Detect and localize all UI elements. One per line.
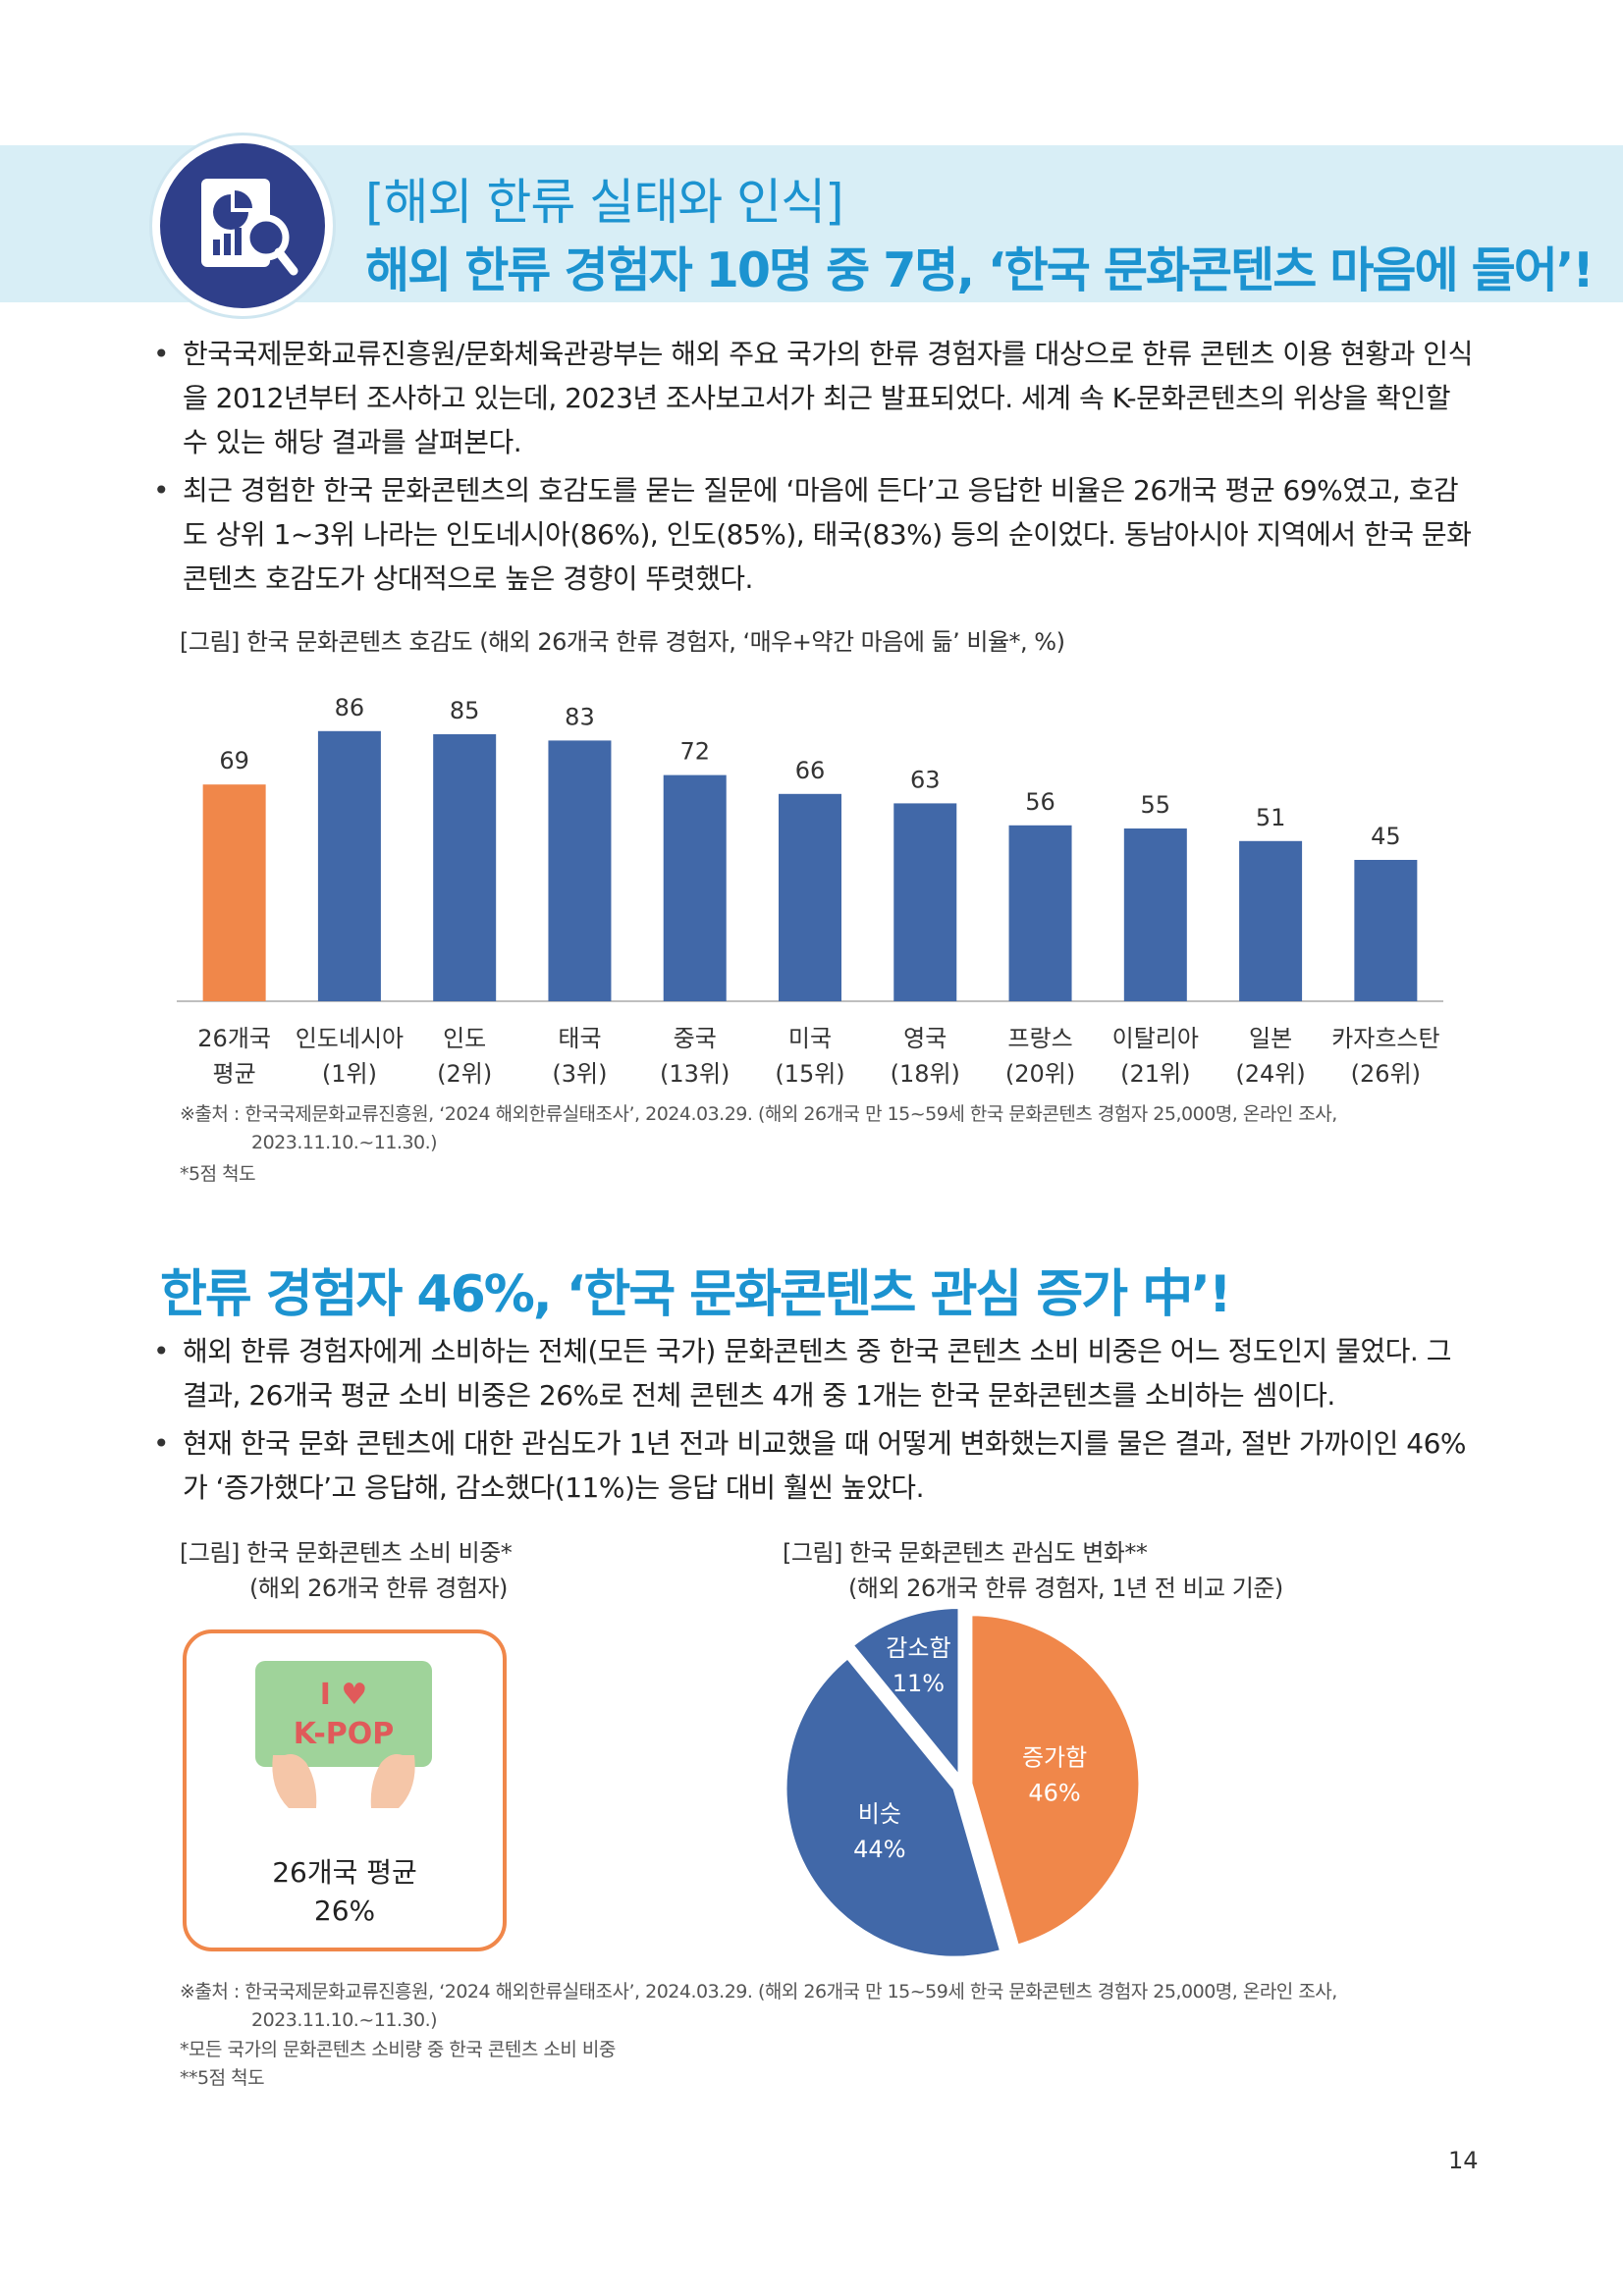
- pie-slice-2: [784, 1655, 1003, 1959]
- section1-bullet-2: 최근 경험한 한국 문화콘텐츠의 호감도를 묻는 질문에 ‘마음에 든다’고 응…: [147, 468, 1478, 601]
- bar-4: [548, 740, 612, 1001]
- bar-value-label: 63: [910, 766, 941, 793]
- bar-category-label: (15위): [775, 1060, 844, 1088]
- interest-figure-subcaption: (해외 26개국 한류 경험자, 1년 전 비교 기준): [848, 1575, 1283, 1602]
- bar-7: [893, 803, 957, 1001]
- bar-value-label: 66: [795, 757, 826, 784]
- kpop-sign-line-2: K-POP: [294, 1717, 395, 1751]
- bar-value-label: 45: [1371, 823, 1401, 850]
- bar-category-label: 카자흐스탄: [1331, 1025, 1439, 1052]
- section2-bullet-2: 현재 한국 문화 콘텐츠에 대한 관심도가 1년 전과 비교했을 때 어떻게 변…: [147, 1421, 1478, 1510]
- bar-value-label: 83: [565, 703, 595, 730]
- bar-category-label: 미국: [788, 1025, 832, 1052]
- bar-category-label: (13위): [660, 1060, 730, 1088]
- bar-category-label: 인도: [443, 1025, 486, 1052]
- bar-value-label: 51: [1256, 804, 1286, 831]
- pie-slice-label: 비슷: [858, 1800, 901, 1828]
- bar-2: [317, 730, 381, 1001]
- section1-source-line-2: 2023.11.10.~11.30.): [251, 1132, 438, 1153]
- section1-bullet-1: 한국국제문화교류진흥원/문화체육관광부는 해외 주요 국가의 한류 경험자를 대…: [147, 332, 1478, 464]
- bar-8: [1008, 825, 1072, 1001]
- consumption-average-value: 26%: [313, 1895, 376, 1927]
- pie-slice-3: [850, 1606, 961, 1781]
- bar-10: [1239, 840, 1303, 1001]
- section2-bullets: 해외 한류 경험자에게 소비하는 전체(모든 국가) 문화콘텐츠 중 한국 콘텐…: [147, 1329, 1478, 1514]
- section2-bullet-1: 해외 한류 경험자에게 소비하는 전체(모든 국가) 문화콘텐츠 중 한국 콘텐…: [147, 1329, 1478, 1417]
- consumption-average-label: 26개국 평균: [272, 1856, 417, 1889]
- bar-value-label: 72: [679, 738, 710, 766]
- bar-category-label: 중국: [674, 1025, 717, 1052]
- bar-category-label: (2위): [437, 1060, 492, 1088]
- section1-footnote: *5점 척도: [180, 1163, 256, 1185]
- consumption-average-card: I ♥ K-POP 26개국 평균 26%: [183, 1629, 507, 1951]
- bar-9: [1123, 828, 1187, 1001]
- bar-category-label: 일본: [1249, 1025, 1292, 1052]
- bar-value-label: 85: [450, 697, 480, 724]
- bar-category-label: 프랑스: [1007, 1025, 1072, 1052]
- bar-category-label: (3위): [552, 1060, 607, 1088]
- section2-source-line-2: 2023.11.10.~11.30.): [251, 2009, 438, 2031]
- bar-category-label: 이탈리아: [1112, 1025, 1199, 1052]
- bar-11: [1354, 860, 1418, 1001]
- section2-source-line-1: ※출처 : 한국국제문화교류진흥원, ‘2024 해외한류실태조사’, 2024…: [180, 1981, 1337, 2002]
- pie-chart: 증가함 46% 비슷 44% 감소함 11%: [784, 1606, 1142, 1959]
- bar-category-label: (18위): [891, 1060, 960, 1088]
- header-title: 해외 한류 경험자 10명 중 7명, ‘한국 문화콘텐츠 마음에 들어’!: [365, 242, 1595, 298]
- bar-category-label: (20위): [1005, 1060, 1075, 1088]
- kpop-sign-line-1: I ♥: [320, 1678, 368, 1712]
- interest-figure-caption: [그림] 한국 문화콘텐츠 관심도 변화**: [783, 1539, 1148, 1567]
- bar-category-label: (1위): [322, 1060, 377, 1088]
- bar-3: [433, 734, 497, 1001]
- consumption-figure-subcaption: (해외 26개국 한류 경험자): [249, 1575, 508, 1602]
- pie-slice-value: 46%: [1028, 1780, 1080, 1807]
- section2-footnote-2: **5점 척도: [180, 2067, 265, 2089]
- bar-category-label: 인도네시아: [296, 1025, 404, 1052]
- pie-slice-label: 증가함: [1022, 1744, 1087, 1772]
- kpop-sign-illustration: I ♥ K-POP: [255, 1661, 432, 1808]
- pie-slice-value: 11%: [893, 1670, 945, 1697]
- bar-1: [202, 784, 266, 1001]
- bar-6: [779, 793, 841, 1001]
- bar-category-label: (26위): [1351, 1060, 1421, 1088]
- bar-value-label: 86: [335, 694, 365, 721]
- pie-slice-1: [969, 1613, 1142, 1948]
- bar-value-label: 55: [1141, 791, 1171, 819]
- header-subtitle: [해외 한류 실태와 인식]: [365, 174, 844, 231]
- bar-5: [663, 774, 727, 1001]
- pie-slice-label: 감소함: [886, 1634, 950, 1662]
- bar-category-label: 영국: [903, 1025, 947, 1052]
- section2-title: 한류 경험자 46%, ‘한국 문화콘텐츠 관심 증가 中’!: [160, 1265, 1232, 1324]
- bar-category-label: (24위): [1235, 1060, 1305, 1088]
- bar-category-label: 태국: [558, 1025, 601, 1052]
- section2-footnote-1: *모든 국가의 문화콘텐츠 소비량 중 한국 콘텐츠 소비 비중: [180, 2039, 616, 2060]
- consumption-figure-caption: [그림] 한국 문화콘텐츠 소비 비중*: [180, 1539, 513, 1567]
- section1-bullets: 한국국제문화교류진흥원/문화체육관광부는 해외 주요 국가의 한류 경험자를 대…: [147, 332, 1478, 605]
- bar-category-label: (21위): [1120, 1060, 1190, 1088]
- bar-category-label: 평균: [213, 1060, 256, 1088]
- section1-source-line-1: ※출처 : 한국국제문화교류진흥원, ‘2024 해외한류실태조사’, 2024…: [180, 1103, 1337, 1125]
- bar-value-label: 56: [1025, 788, 1055, 816]
- bar-category-label: 26개국: [197, 1025, 271, 1052]
- pie-slice-value: 44%: [853, 1836, 905, 1863]
- page-number: 14: [1448, 2147, 1479, 2174]
- bar-chart-caption: [그림] 한국 문화콘텐츠 호감도 (해외 26개국 한류 경험자, ‘매우+약…: [180, 628, 1065, 656]
- chart-magnifier-icon: [160, 143, 325, 308]
- bar-value-label: 69: [219, 747, 249, 774]
